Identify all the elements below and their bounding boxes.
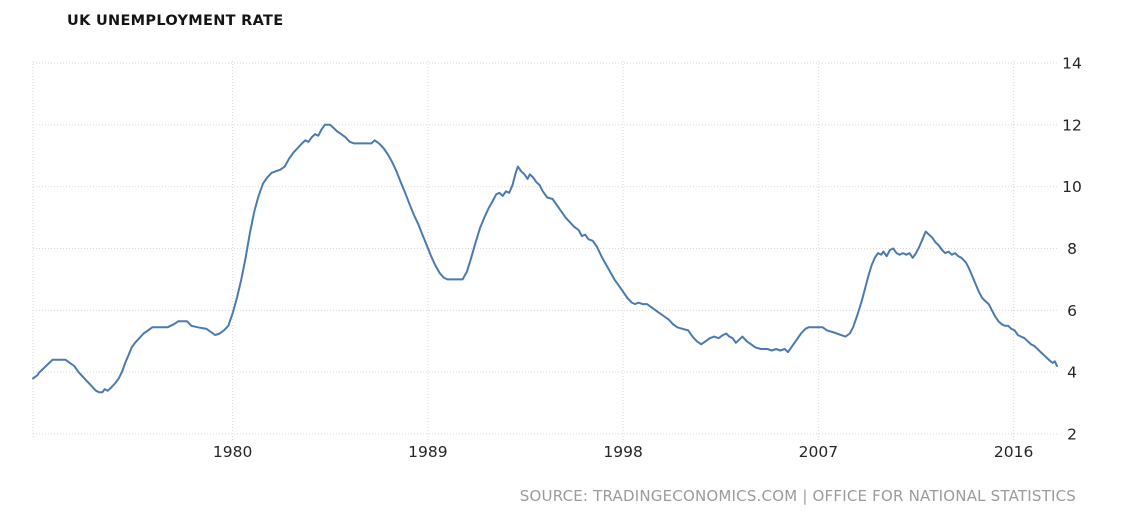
y-tick-label: 12 [1062, 116, 1082, 134]
y-tick-label: 10 [1062, 178, 1082, 196]
x-tick-label: 1998 [603, 443, 642, 461]
y-tick-label: 4 [1067, 364, 1077, 382]
y-tick-label: 2 [1067, 426, 1077, 444]
unemployment-line [32, 123, 1058, 394]
source-caption: SOURCE: TRADINGECONOMICS.COM | OFFICE FO… [519, 487, 1076, 505]
x-tick-label: 2016 [994, 443, 1033, 461]
chart-title: UK UNEMPLOYMENT RATE [67, 13, 284, 29]
y-tick-label: 14 [1062, 55, 1082, 73]
x-tick-label: 1980 [213, 443, 252, 461]
y-tick-label: 6 [1067, 302, 1077, 320]
x-tick-label: 2007 [799, 443, 838, 461]
x-tick-label: 1989 [408, 443, 447, 461]
y-tick-label: 8 [1067, 240, 1077, 258]
